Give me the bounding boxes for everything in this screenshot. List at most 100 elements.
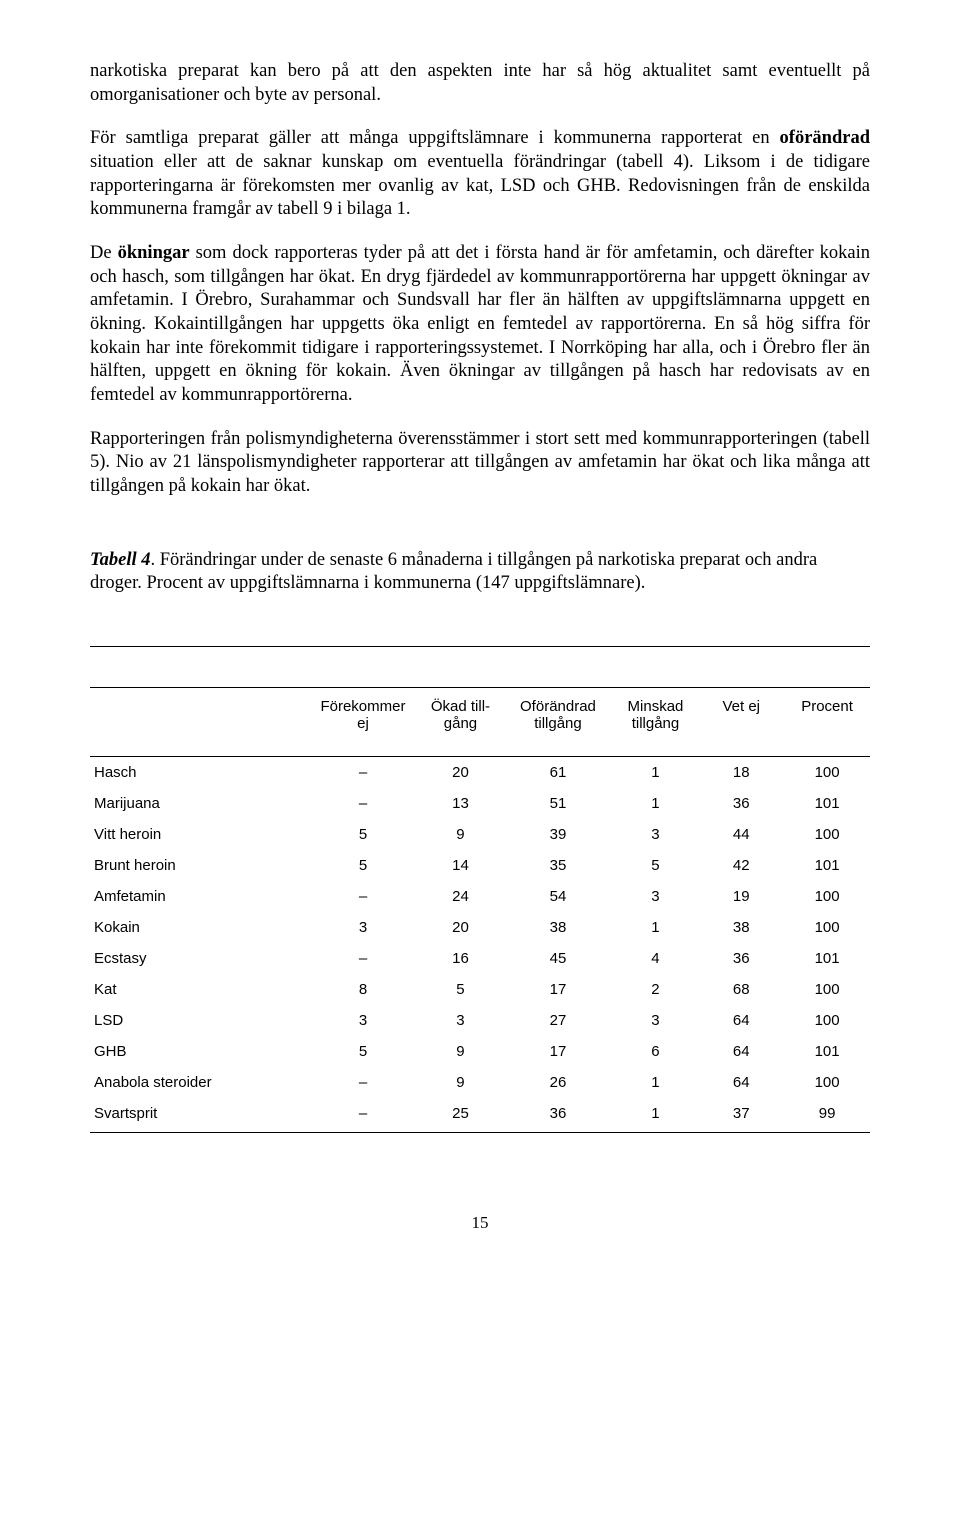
table-cell: Vitt heroin [90, 819, 308, 850]
table-cell: Anabola steroider [90, 1067, 308, 1098]
table-cell: 9 [418, 819, 504, 850]
table-cell: 64 [698, 1036, 784, 1067]
table-cell: Amfetamin [90, 881, 308, 912]
table-cell: 17 [503, 1036, 612, 1067]
table-cell: – [308, 1098, 417, 1133]
table-cell: 38 [698, 912, 784, 943]
table-cell: 9 [418, 1067, 504, 1098]
p3-text-a: De [90, 243, 118, 263]
document-page: narkotiska preparat kan bero på att den … [0, 0, 960, 1273]
table-header-cell: Procent [784, 688, 870, 757]
paragraph-4: Rapporteringen från polismyndigheterna ö… [90, 428, 870, 499]
table-header-cell: Oförändradtillgång [503, 688, 612, 757]
table-row: Anabola steroider–926164100 [90, 1067, 870, 1098]
table-cell: GHB [90, 1036, 308, 1067]
table-row: Amfetamin–2454319100 [90, 881, 870, 912]
table-body: Hasch–2061118100Marijuana–1351136101Vitt… [90, 757, 870, 1133]
table-cell: 100 [784, 974, 870, 1005]
table-cell: 25 [418, 1098, 504, 1133]
caption-rest: . Förändringar under de senaste 6 månade… [90, 550, 817, 594]
table-cell: 19 [698, 881, 784, 912]
table-header-cell: Minskadtillgång [613, 688, 699, 757]
table-cell: 5 [308, 1036, 417, 1067]
table-cell: 18 [698, 757, 784, 789]
table-cell: 16 [418, 943, 504, 974]
table-row: Vitt heroin5939344100 [90, 819, 870, 850]
table-cell: 100 [784, 819, 870, 850]
data-table: FörekommerejÖkad till-gångOförändradtill… [90, 687, 870, 1133]
table-header-cell: Vet ej [698, 688, 784, 757]
table-cell: 5 [418, 974, 504, 1005]
header-row: FörekommerejÖkad till-gångOförändradtill… [90, 688, 870, 757]
table-row: Kat8517268100 [90, 974, 870, 1005]
table-cell: – [308, 943, 417, 974]
table-cell: 44 [698, 819, 784, 850]
table-cell: 1 [613, 1098, 699, 1133]
table-cell: 4 [613, 943, 699, 974]
table-row: Kokain32038138100 [90, 912, 870, 943]
table-cell: 61 [503, 757, 612, 789]
table-cell: – [308, 881, 417, 912]
table-cell: 20 [418, 757, 504, 789]
table-cell: 100 [784, 1067, 870, 1098]
paragraph-1: narkotiska preparat kan bero på att den … [90, 60, 870, 107]
table-cell: Kat [90, 974, 308, 1005]
table-cell: 37 [698, 1098, 784, 1133]
table-cell: 101 [784, 1036, 870, 1067]
table-cell: Kokain [90, 912, 308, 943]
table-cell: 36 [698, 943, 784, 974]
table-header-cell: Förekommerej [308, 688, 417, 757]
table-cell: 13 [418, 788, 504, 819]
table-cell: Marijuana [90, 788, 308, 819]
table-cell: 100 [784, 912, 870, 943]
table-cell: 99 [784, 1098, 870, 1133]
table-cell: 39 [503, 819, 612, 850]
table-cell: 100 [784, 757, 870, 789]
table-row: Marijuana–1351136101 [90, 788, 870, 819]
table-cell: 8 [308, 974, 417, 1005]
table-cell: 36 [698, 788, 784, 819]
table-cell: 101 [784, 850, 870, 881]
table-cell: 6 [613, 1036, 699, 1067]
paragraph-2: För samtliga preparat gäller att många u… [90, 127, 870, 222]
table-cell: 68 [698, 974, 784, 1005]
paragraph-3: De ökningar som dock rapporteras tyder p… [90, 242, 870, 408]
table-cell: Hasch [90, 757, 308, 789]
table-cell: 9 [418, 1036, 504, 1067]
table-cell: 100 [784, 1005, 870, 1036]
top-rule [90, 646, 870, 647]
table-row: GHB5917664101 [90, 1036, 870, 1067]
p3-bold: ökningar [118, 243, 190, 263]
table-cell: Svartsprit [90, 1098, 308, 1133]
table-caption: Tabell 4. Förändringar under de senaste … [90, 549, 870, 596]
table-cell: 27 [503, 1005, 612, 1036]
table-cell: 101 [784, 943, 870, 974]
table-cell: 3 [308, 912, 417, 943]
table-cell: – [308, 1067, 417, 1098]
table-cell: 3 [308, 1005, 417, 1036]
table-cell: 100 [784, 881, 870, 912]
table-row: Ecstasy–1645436101 [90, 943, 870, 974]
table-cell: Ecstasy [90, 943, 308, 974]
table-cell: 51 [503, 788, 612, 819]
table-cell: 42 [698, 850, 784, 881]
table-cell: 64 [698, 1005, 784, 1036]
table-cell: – [308, 757, 417, 789]
table-cell: 1 [613, 757, 699, 789]
table-cell: 45 [503, 943, 612, 974]
table-cell: 3 [613, 881, 699, 912]
table-cell: 3 [418, 1005, 504, 1036]
p3-text-c: som dock rapporteras tyder på att det i … [90, 243, 870, 405]
table-header-cell: Ökad till-gång [418, 688, 504, 757]
table-cell: 5 [308, 819, 417, 850]
table-header-cell [90, 688, 308, 757]
table-cell: 14 [418, 850, 504, 881]
table-cell: 5 [613, 850, 699, 881]
table-cell: 1 [613, 1067, 699, 1098]
table-cell: – [308, 788, 417, 819]
table-cell: 20 [418, 912, 504, 943]
table-cell: 3 [613, 1005, 699, 1036]
table-cell: 101 [784, 788, 870, 819]
table-cell: 26 [503, 1067, 612, 1098]
table-head: FörekommerejÖkad till-gångOförändradtill… [90, 688, 870, 757]
